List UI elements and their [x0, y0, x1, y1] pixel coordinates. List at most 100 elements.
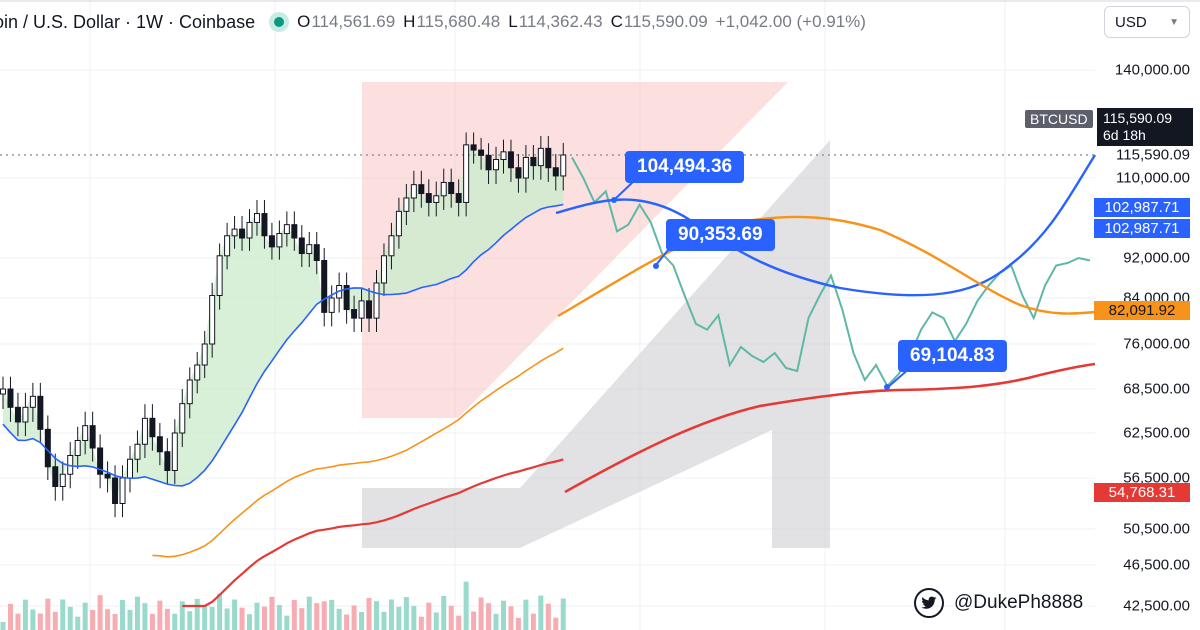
currency-select[interactable]: USD ▼	[1104, 6, 1190, 38]
candle-up	[373, 282, 380, 319]
fast-ma-projection	[555, 154, 1097, 297]
volume-bar	[291, 600, 297, 630]
volume-bar	[448, 605, 454, 630]
volume-bar	[411, 606, 417, 630]
candle-up	[276, 233, 283, 248]
axis-tick: 62,500.00	[1123, 424, 1190, 442]
axis-tick: 56,500.00	[1123, 469, 1190, 487]
callout-dot-1	[611, 197, 617, 203]
candle-down	[425, 193, 432, 203]
candle-down	[239, 228, 246, 239]
volume-bar	[209, 606, 215, 630]
symbol-title[interactable]: oin / U.S. Dollar · 1W · Coinbase	[0, 11, 256, 32]
candle-down	[156, 436, 163, 453]
volume-bar	[179, 601, 185, 630]
mid-ma-projection	[557, 215, 1096, 318]
volume-bar	[30, 609, 36, 630]
volume-bar	[344, 614, 350, 630]
candle-down	[478, 149, 485, 156]
volume-bar	[560, 598, 566, 630]
candle-up	[216, 255, 223, 296]
volume-bar	[276, 605, 282, 630]
volume-bar	[321, 601, 327, 630]
candle-up	[179, 403, 186, 434]
candle-down	[321, 260, 328, 313]
volume-bar	[164, 608, 170, 630]
axis-tick: 110,000.00	[1116, 169, 1190, 187]
author-credit: @DukePh8888	[914, 588, 1083, 618]
volume-bar	[336, 608, 342, 630]
ohlc-open-value: 114,561.69	[311, 12, 396, 31]
last-price: 115,590.09	[1103, 110, 1173, 126]
volume-bar	[523, 599, 529, 630]
volume-bar	[0, 622, 6, 630]
callout-dot-3	[884, 384, 890, 390]
volume-bar	[127, 609, 133, 630]
volume-bar	[22, 599, 28, 630]
candle-up	[380, 255, 387, 284]
symbol-tag: BTCUSD	[1025, 110, 1093, 128]
volume-bar	[299, 608, 305, 630]
volume-bar	[478, 597, 484, 630]
volume-bar	[75, 616, 81, 630]
candle-up	[410, 184, 417, 199]
mid-ma-line	[152, 347, 564, 558]
blue-ma-tag-1: 102,987.71	[1094, 198, 1190, 217]
volume-bar	[441, 596, 447, 630]
candle-up	[493, 158, 500, 171]
candle-down	[14, 406, 21, 423]
orange-ma-tag: 82,091.92	[1094, 301, 1190, 320]
candle-up	[522, 156, 529, 179]
ohlc-low-value: 114,362.43	[518, 12, 603, 31]
candle-up	[328, 297, 335, 313]
volume-bar	[202, 606, 208, 630]
candle-up	[74, 440, 81, 456]
candle-up	[22, 406, 29, 423]
ohlc-low-key: L	[508, 12, 518, 31]
candle-up	[283, 224, 290, 235]
volume-bar	[433, 612, 439, 630]
candle-down	[507, 151, 514, 169]
candle-up	[395, 210, 402, 237]
candle-up	[537, 147, 544, 167]
ohlc-high-key: H	[403, 12, 416, 31]
candle-up	[500, 151, 507, 160]
volume-bar	[351, 605, 357, 630]
volume-bar	[269, 596, 275, 630]
volume-bar	[60, 599, 66, 630]
candle-down	[552, 167, 559, 177]
volume-bar	[224, 608, 230, 630]
volume-bar	[120, 600, 126, 630]
blue-ma-tag-2: 102,987.71	[1094, 219, 1190, 238]
volume-bar	[426, 602, 432, 630]
candle-down	[97, 447, 104, 475]
candle-up	[224, 235, 231, 257]
volume-bar	[112, 614, 118, 630]
volume-bar	[37, 613, 43, 630]
volume-bar	[359, 612, 365, 630]
candle-down	[298, 237, 305, 255]
candle-down	[515, 167, 522, 179]
axis-tick: 50,500.00	[1123, 520, 1190, 538]
volume-bar	[82, 602, 88, 630]
candle-down	[448, 181, 455, 195]
volume-bar	[194, 598, 200, 630]
volume-bar	[149, 613, 155, 630]
candle-up	[463, 144, 470, 203]
axis-tick: 140,000.00	[1114, 61, 1190, 79]
volume-bar	[306, 596, 312, 630]
candle-up	[231, 228, 238, 237]
axis-tick: 42,500.00	[1123, 597, 1190, 615]
volume-bar	[471, 611, 477, 630]
volume-bar	[463, 581, 469, 630]
volume-bar	[553, 617, 559, 630]
candle-up	[171, 432, 178, 471]
volume-bar	[172, 613, 178, 630]
candle-down	[366, 300, 373, 319]
volume-bar	[254, 602, 260, 630]
volume-bar	[67, 606, 73, 630]
bar-countdown: 6d 18h	[1103, 127, 1146, 143]
volume-bar	[388, 599, 394, 630]
volume-bar	[500, 600, 506, 630]
